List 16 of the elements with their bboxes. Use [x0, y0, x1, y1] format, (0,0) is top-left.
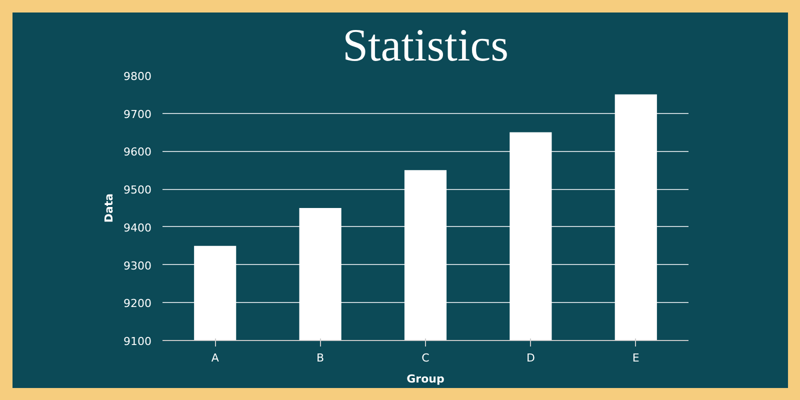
x-tick-label: B: [316, 352, 324, 364]
x-axis-title: Group: [406, 372, 444, 386]
y-tick-label: 9800: [124, 70, 152, 83]
x-tick-label: D: [526, 352, 535, 364]
y-axis-title: Data: [102, 193, 116, 223]
y-tick-label: 9600: [124, 146, 152, 159]
x-tick-label: C: [422, 352, 430, 364]
y-tick-label: 9400: [124, 221, 152, 234]
chart-title: Statistics: [342, 20, 509, 70]
y-tick-label: 9300: [124, 259, 152, 272]
y-tick-label: 9200: [124, 297, 152, 310]
y-tick-label: 9500: [124, 184, 152, 197]
y-tick-label: 9100: [124, 335, 152, 348]
x-tick-label: E: [632, 352, 640, 364]
x-tick-label: A: [211, 352, 220, 364]
y-tick-label: 9700: [124, 108, 152, 121]
